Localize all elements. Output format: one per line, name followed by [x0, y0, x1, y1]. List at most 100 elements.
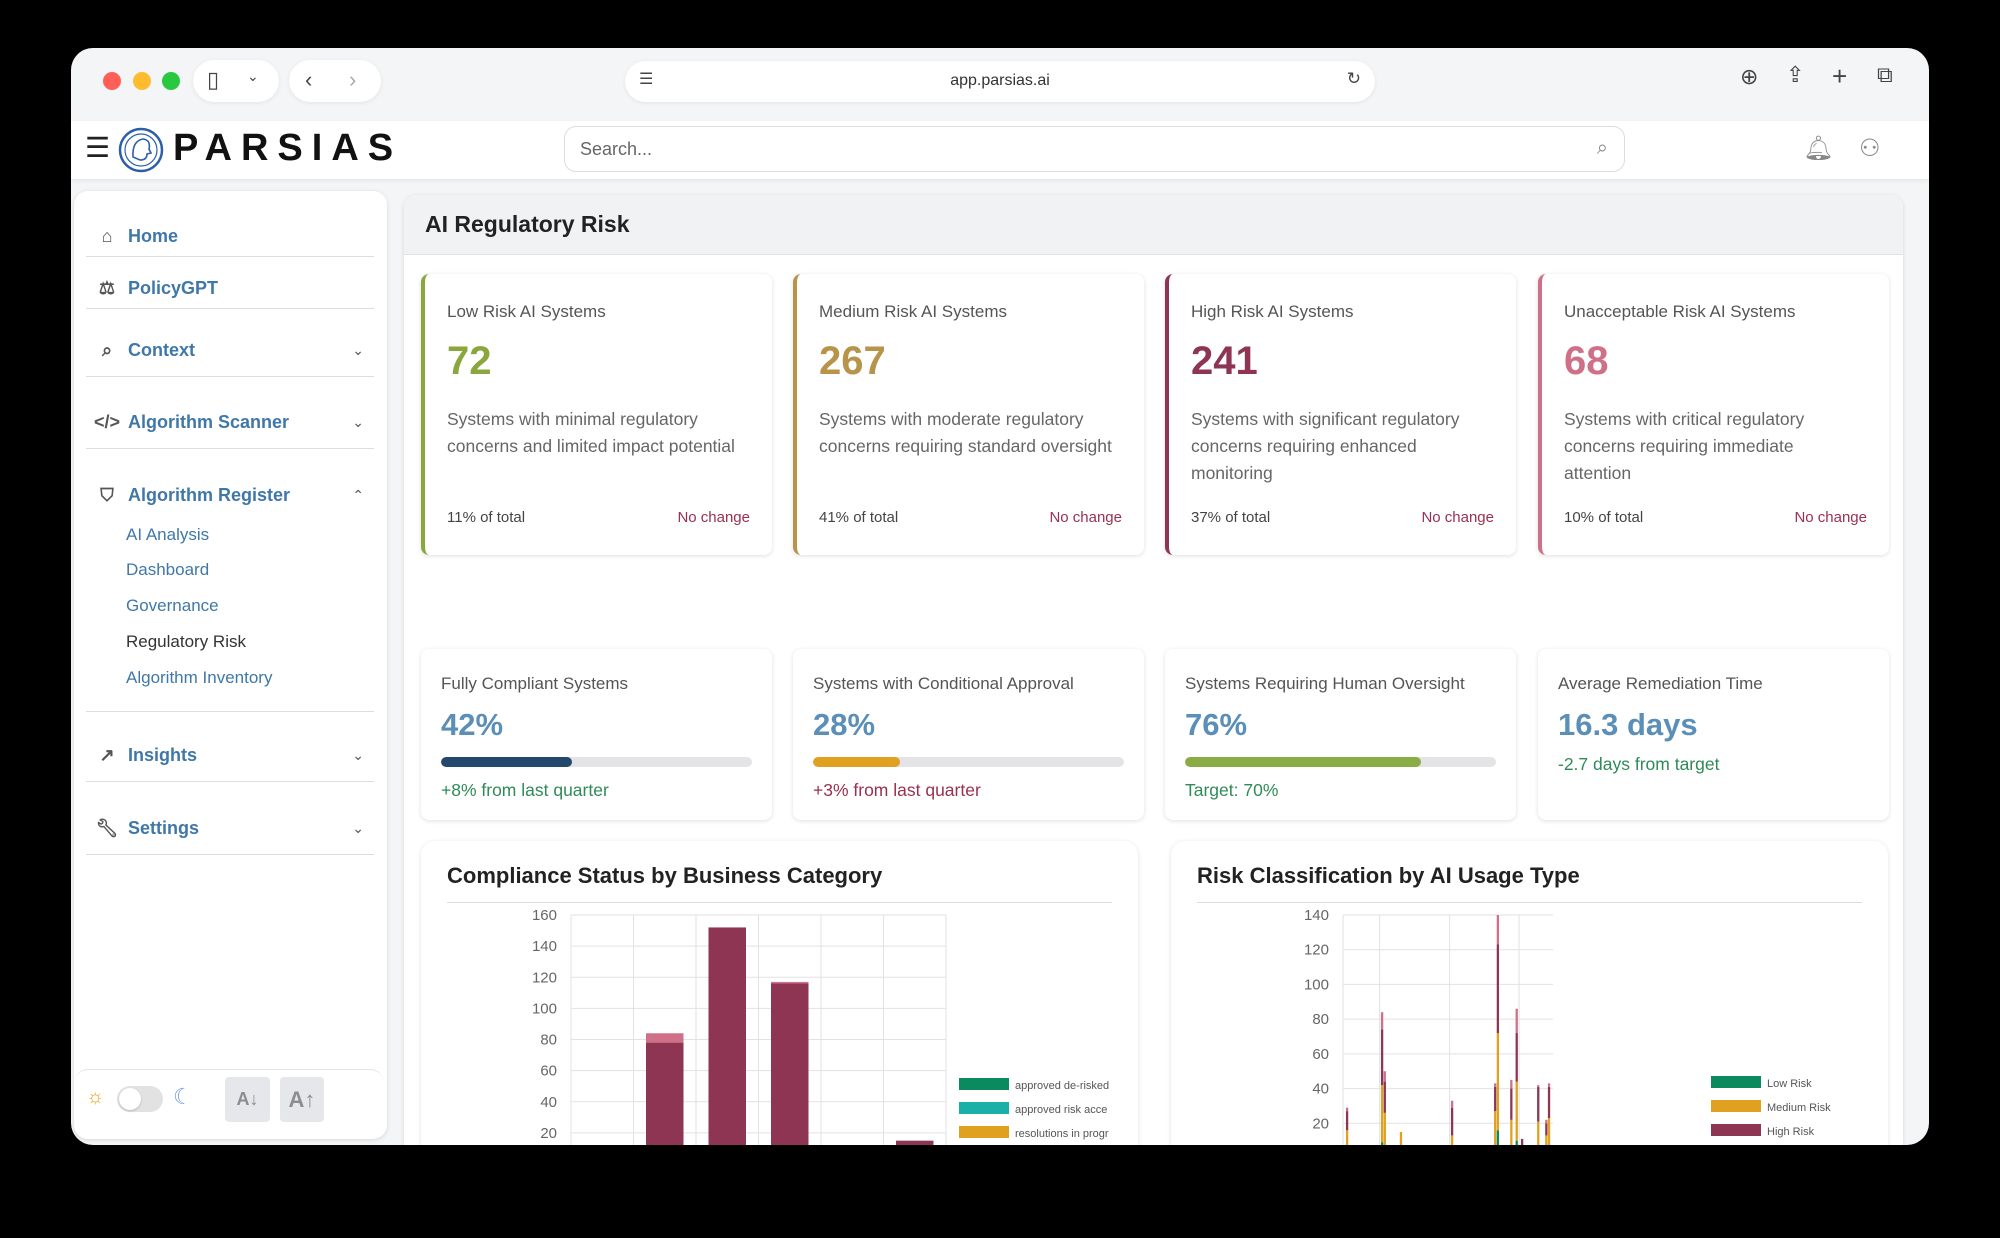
- legend-swatch: [959, 1126, 1009, 1138]
- risk-card-title: Medium Risk AI Systems: [819, 302, 1007, 321]
- scale-icon: ⚖: [98, 278, 116, 298]
- url-text: app.parsias.ai: [950, 72, 1050, 89]
- sidebar-item-home[interactable]: ⌂ Home: [86, 226, 374, 247]
- bar-segment: [1537, 1085, 1540, 1087]
- metric-subtext: +8% from last quarter: [441, 780, 609, 800]
- risk-card-change: No change: [677, 509, 750, 526]
- bar-segment: [1547, 1086, 1551, 1119]
- bar-segment: [1345, 1130, 1349, 1145]
- bar-segment: [1496, 915, 1500, 945]
- metric-title: Systems Requiring Human Oversight: [1185, 674, 1465, 693]
- bar-segment: [1380, 1012, 1384, 1030]
- risk-classification-chart: 020406080100120140tion retrievalsite and…: [1304, 907, 1831, 1145]
- sidebar-toggle-button[interactable]: ▯ ⌄: [193, 60, 279, 102]
- reload-icon[interactable]: ↻: [1346, 69, 1361, 88]
- sidebar-subitem-regulatory-risk[interactable]: Regulatory Risk: [126, 632, 246, 651]
- y-tick-label: 40: [540, 1094, 557, 1111]
- bar-segment: [1345, 1107, 1349, 1112]
- legend-label: resolutions in progr: [1015, 1128, 1109, 1140]
- close-window-button[interactable]: [103, 72, 121, 90]
- forward-icon[interactable]: ›: [349, 67, 357, 92]
- metric-card: Systems Requiring Human Oversight 76% Ta…: [1165, 649, 1516, 820]
- divider: [86, 308, 374, 309]
- bar-segment: [1383, 1112, 1386, 1145]
- legend-swatch: [1711, 1100, 1761, 1112]
- risk-card-description: Systems with minimal regulatory concerns…: [447, 409, 735, 456]
- sidebar-item-label: Home: [128, 226, 179, 246]
- y-tick-label: 80: [540, 1032, 557, 1049]
- bar-segment: [1450, 1135, 1454, 1145]
- metric-subtext: -2.7 days from target: [1558, 754, 1720, 774]
- bar-segment: [1547, 1083, 1551, 1087]
- sidebar-subitem-ai-analysis[interactable]: AI Analysis: [126, 525, 210, 544]
- y-tick-label: 40: [1312, 1081, 1329, 1098]
- bar-segment: [646, 1042, 684, 1145]
- sidebar-item-algorithm-scanner[interactable]: </> Algorithm Scanner ⌄: [86, 412, 374, 433]
- metric-title: Systems with Conditional Approval: [813, 674, 1074, 693]
- bar-segment: [771, 983, 809, 1145]
- user-icon[interactable]: ⚇: [1859, 135, 1881, 162]
- address-bar[interactable]: ☰ app.parsias.ai ↻: [625, 61, 1375, 102]
- progress-bar: [441, 757, 752, 767]
- new-tab-icon[interactable]: +: [1832, 61, 1848, 91]
- sidebar-item-context[interactable]: ⌕ Context ⌄: [86, 340, 374, 361]
- sidebar-item-settings[interactable]: 🔧︎ Settings ⌄: [86, 818, 374, 839]
- increase-font-button[interactable]: A↑: [280, 1077, 324, 1122]
- sidebar-item-algorithm-register[interactable]: ⛉ Algorithm Register ⌃: [86, 485, 374, 506]
- sidebar-item-label: Algorithm Register: [128, 485, 291, 505]
- sidebar-subitem-governance[interactable]: Governance: [126, 596, 219, 615]
- risk-card-value: 241: [1191, 339, 1258, 383]
- zoom-window-button[interactable]: [162, 72, 180, 90]
- chevron-down-icon: ⌄: [352, 747, 364, 763]
- legend-swatch: [1711, 1076, 1761, 1088]
- sidebar-item-insights[interactable]: ↗ Insights ⌄: [86, 745, 374, 766]
- sidebar-item-label: PolicyGPT: [128, 278, 219, 298]
- sidebar: ⌂ Home ⚖ PolicyGPT ⌕ Context ⌄ </> Algorithm …: [74, 191, 387, 1139]
- y-tick-label: 100: [1304, 976, 1329, 993]
- bar-segment: [1494, 1083, 1497, 1087]
- y-tick-label: 100: [532, 1000, 557, 1017]
- minimize-window-button[interactable]: [133, 72, 151, 90]
- sidebar-subitem-dashboard[interactable]: Dashboard: [126, 560, 210, 579]
- bar-segment: [1515, 1081, 1518, 1141]
- brand-name: PARSIAS: [173, 127, 403, 169]
- decrease-font-button[interactable]: A↓: [225, 1077, 270, 1122]
- risk-card-change: No change: [1794, 509, 1867, 526]
- metric-title: Fully Compliant Systems: [441, 674, 629, 693]
- home-icon: ⌂: [101, 226, 113, 246]
- sidebar-item-policygpt[interactable]: ⚖ PolicyGPT: [86, 278, 374, 299]
- progress-bar: [813, 757, 1124, 767]
- bar-segment: [1380, 1142, 1384, 1145]
- tabs-icon[interactable]: ⧉: [1877, 62, 1893, 87]
- metric-value: 28%: [813, 707, 876, 742]
- legend-swatch: [959, 1078, 1009, 1090]
- share-icon[interactable]: ⇪: [1786, 62, 1805, 87]
- bar-segment: [1510, 1088, 1513, 1120]
- metric-card: Average Remediation Time 16.3 days -2.7 …: [1538, 649, 1889, 820]
- bar-segment: [1380, 1029, 1384, 1086]
- theme-toggle[interactable]: [117, 1086, 163, 1112]
- y-tick-label: 20: [1312, 1115, 1329, 1132]
- risk-card-value: 68: [1564, 339, 1609, 383]
- bar-segment: [1450, 1107, 1454, 1136]
- chart-title: Risk Classification by AI Usage Type: [1197, 863, 1580, 888]
- bar-segment: [1515, 1140, 1518, 1145]
- browser-window: ▯ ⌄ ‹ › ☰ app.parsias.ai ↻ ⊕ ⇪ + ⧉ ☰ PAR…: [71, 48, 1929, 1145]
- sidebar-subitem-algorithm-inventory[interactable]: Algorithm Inventory: [126, 668, 273, 687]
- y-tick-label: 60: [540, 1063, 557, 1080]
- divider: [86, 256, 374, 257]
- bar-segment: [1345, 1111, 1349, 1131]
- bell-icon[interactable]: 🔔︎: [1803, 135, 1834, 162]
- bar-segment: [1399, 1131, 1403, 1145]
- bar-segment: [1545, 1135, 1548, 1145]
- hamburger-menu-icon[interactable]: ☰: [85, 132, 111, 163]
- back-icon[interactable]: ‹: [305, 67, 313, 92]
- search-input[interactable]: Search... ⌕: [564, 126, 1625, 172]
- download-icon[interactable]: ⊕: [1740, 64, 1759, 89]
- metric-card: Systems with Conditional Approval 28% +3…: [793, 649, 1144, 820]
- risk-classification-chart-card: Risk Classification by AI Usage Type 0 20…: [1171, 841, 1888, 1145]
- bar-segment: [771, 981, 809, 984]
- y-tick-label: 120: [532, 969, 557, 986]
- risk-card-percent: 11% of total: [447, 509, 526, 526]
- risk-card-percent: 37% of total: [1191, 509, 1271, 526]
